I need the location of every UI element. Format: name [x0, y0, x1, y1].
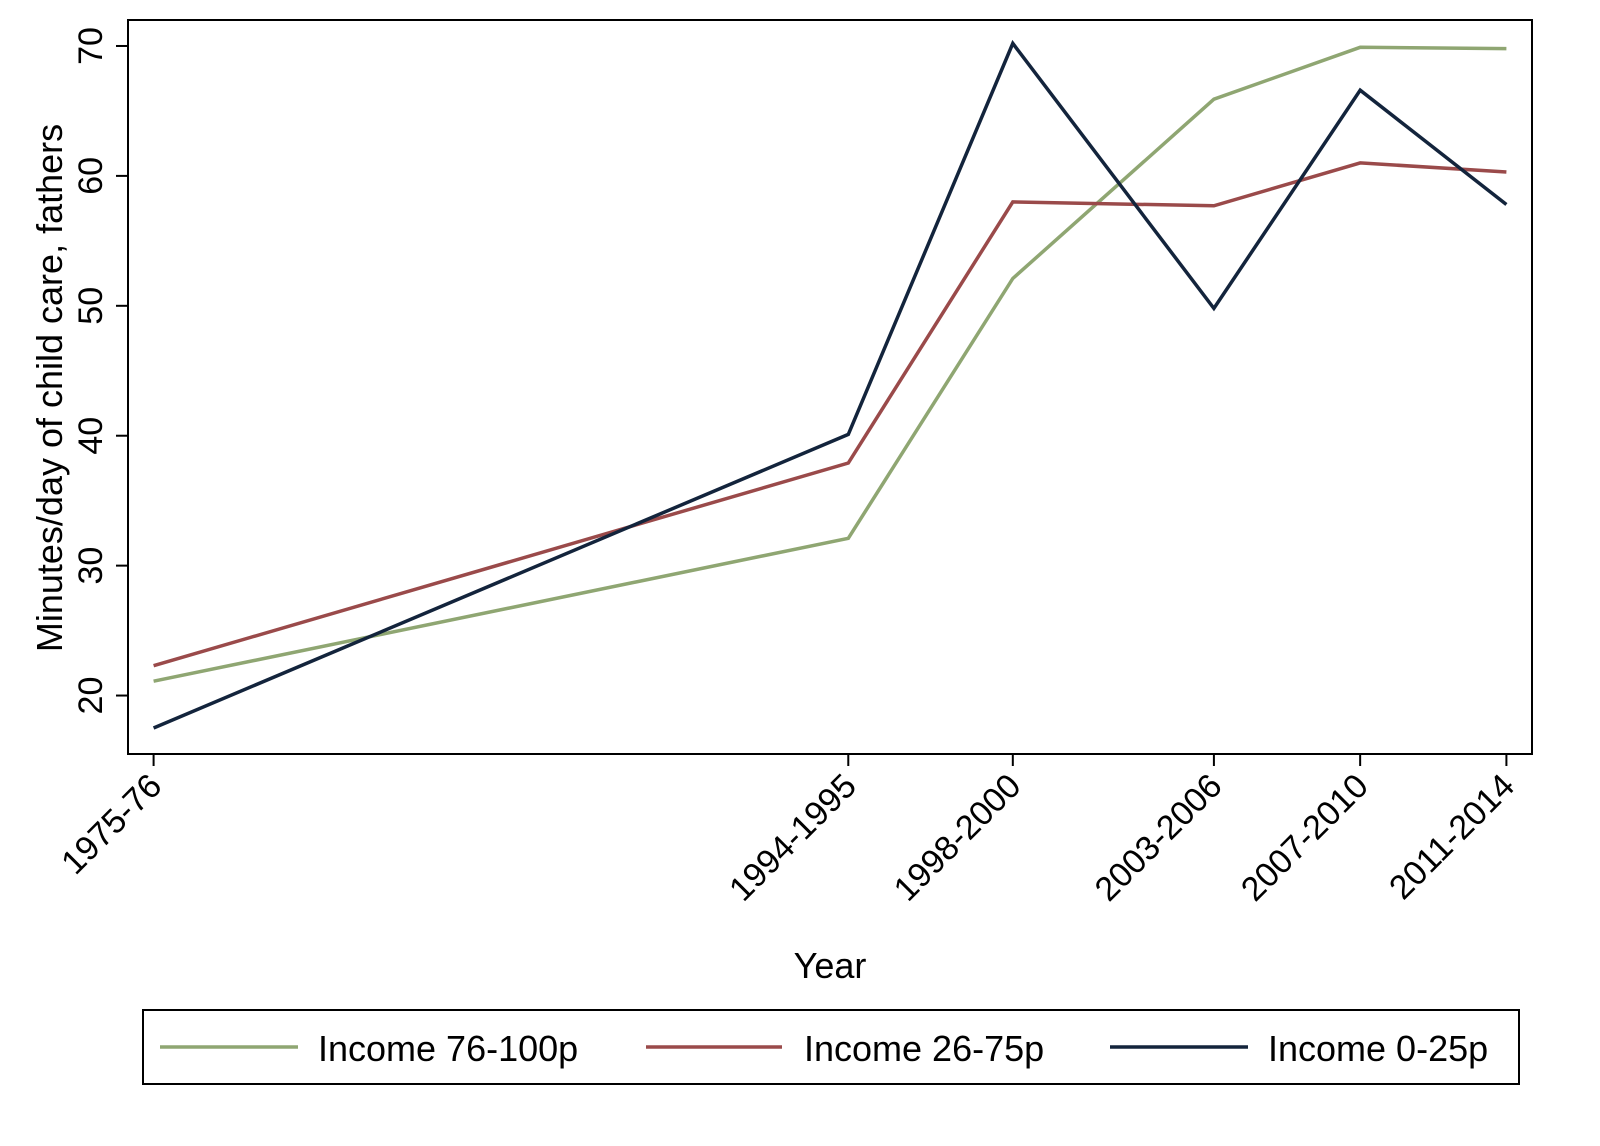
legend-label-3: Income 0-25p — [1268, 1028, 1488, 1069]
y-tick-label: 70 — [72, 27, 110, 65]
y-tick-label: 20 — [72, 677, 110, 715]
y-axis: 20 30 40 50 60 70 — [72, 27, 128, 714]
series-layer — [152, 39, 1508, 730]
x-axis: 1975-76 1994-1995 1998-2000 2003-2006 2007-2… — [54, 754, 1522, 909]
y-tick-label: 40 — [72, 417, 110, 455]
x-tick-label: 2011-2014 — [1382, 767, 1522, 907]
plot-frame — [127, 19, 1533, 755]
legend-label-1: Income 76-100p — [318, 1028, 578, 1069]
x-tick-label: 2007-2010 — [1234, 767, 1376, 909]
y-tick-label: 30 — [72, 547, 110, 585]
x-tick-label: 1975-76 — [54, 767, 169, 882]
y-tick-label: 60 — [72, 157, 110, 195]
series-line-3 — [152, 39, 1508, 730]
series-line-1 — [153, 45, 1507, 683]
x-tick-label: 1998-2000 — [887, 767, 1029, 909]
legend-label-2: Income 26-75p — [804, 1028, 1044, 1069]
y-tick-label: 50 — [72, 287, 110, 325]
x-tick-label: 2003-2006 — [1088, 767, 1230, 909]
legend-frame — [142, 1009, 1520, 1085]
y-axis-title: Minutes/day of child care, fathers — [29, 124, 70, 652]
series-line-2 — [153, 161, 1507, 668]
legend: Income 76-100p Income 26-75p Income 0-25p — [142, 1009, 1520, 1085]
x-tick-label: 1994-1995 — [722, 767, 864, 909]
x-axis-title: Year — [794, 945, 867, 986]
